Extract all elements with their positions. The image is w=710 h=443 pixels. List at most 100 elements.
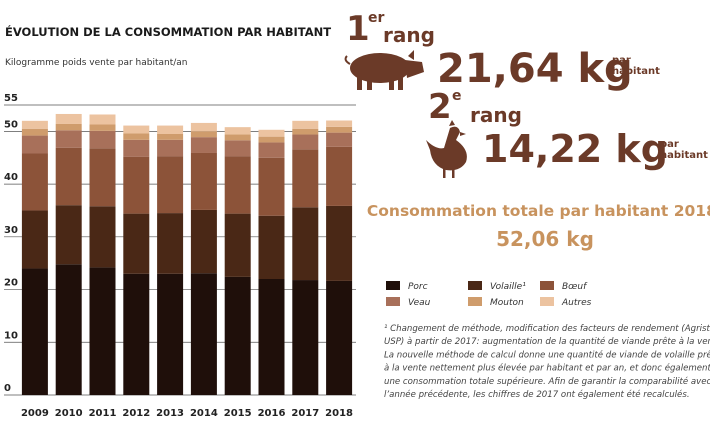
bar-segment bbox=[224, 156, 251, 214]
bar-segment bbox=[326, 146, 353, 206]
y-tick-label: 20 bbox=[4, 278, 18, 289]
x-tick-label: 2016 bbox=[258, 408, 286, 419]
bar-segment bbox=[123, 139, 150, 157]
legend-label: Volaille¹ bbox=[490, 282, 526, 292]
y-tick-label: 40 bbox=[4, 172, 18, 183]
legend-swatch bbox=[468, 281, 482, 290]
x-tick-label: 2017 bbox=[291, 408, 319, 419]
bar-segment bbox=[21, 153, 48, 211]
bar-segment bbox=[224, 213, 251, 277]
footnote-line: l’année précédente, les chiffres de 2017… bbox=[384, 389, 690, 400]
bar-segment bbox=[190, 122, 217, 132]
footnote-line: ¹ Changement de méthode, modification de… bbox=[384, 323, 710, 334]
bar-segment bbox=[21, 120, 48, 129]
rank-word: rang bbox=[383, 23, 435, 47]
bar-segment bbox=[123, 156, 150, 214]
bar-segment bbox=[55, 205, 82, 265]
bar-segment bbox=[292, 207, 319, 281]
bar-segment bbox=[326, 280, 353, 395]
y-tick-label: 0 bbox=[4, 383, 11, 394]
bar-segment bbox=[21, 135, 48, 154]
legend-swatch bbox=[540, 281, 554, 290]
rank-unit: habitant bbox=[660, 150, 708, 161]
x-tick-label: 2010 bbox=[55, 408, 83, 419]
bar-segment bbox=[258, 215, 285, 279]
x-tick-label: 2014 bbox=[190, 408, 218, 419]
bar-segment bbox=[55, 264, 82, 395]
bar-segment bbox=[292, 149, 319, 208]
y-tick-label: 50 bbox=[4, 119, 18, 130]
bar-segment bbox=[326, 205, 353, 281]
footnote-line: une consommation totale supérieure. Afin… bbox=[384, 376, 710, 387]
bar-segment bbox=[157, 134, 184, 140]
bar-segment bbox=[224, 276, 251, 395]
bar-segment bbox=[157, 213, 184, 274]
bar-segment bbox=[89, 130, 116, 149]
legend-label: Mouton bbox=[490, 298, 524, 308]
bar-segment bbox=[258, 142, 285, 158]
bar-segment bbox=[258, 279, 285, 395]
legend-swatch bbox=[386, 281, 400, 290]
rank-unit: par bbox=[660, 139, 679, 150]
rooster-icon bbox=[426, 120, 467, 178]
rank-unit: par bbox=[612, 55, 631, 66]
bar-segment bbox=[292, 128, 319, 135]
footnote-line: à la vente nettement plus élevée par hab… bbox=[384, 363, 710, 374]
bar-segment bbox=[292, 134, 319, 150]
y-tick-label: 55 bbox=[4, 93, 18, 104]
bar-segment bbox=[292, 280, 319, 395]
bar-segment bbox=[89, 267, 116, 395]
legend-swatch bbox=[468, 297, 482, 306]
bar-segment bbox=[21, 210, 48, 269]
bar-segment bbox=[326, 132, 353, 147]
rank-suffix: er bbox=[368, 10, 384, 26]
bar-segment bbox=[292, 120, 319, 129]
bar-segment bbox=[123, 133, 150, 140]
footnote-line: USP) à partir de 2017: augmentation de l… bbox=[384, 336, 710, 347]
rank-suffix: e bbox=[452, 88, 462, 104]
bar-segment bbox=[157, 156, 184, 214]
bar-segment bbox=[258, 136, 285, 143]
chart-title: ÉVOLUTION DE LA CONSOMMATION PAR HABITAN… bbox=[5, 24, 331, 39]
bar-segment bbox=[258, 157, 285, 216]
pig-icon bbox=[344, 50, 424, 90]
bar-segment bbox=[123, 125, 150, 134]
rank-number: 2 bbox=[428, 87, 452, 127]
bar-segment bbox=[123, 273, 150, 395]
x-tick-label: 2011 bbox=[89, 408, 117, 419]
bar-segment bbox=[89, 206, 116, 268]
rank-value: 21,64 kg bbox=[437, 46, 633, 92]
bar-segment bbox=[21, 128, 48, 136]
x-tick-label: 2018 bbox=[325, 408, 353, 419]
total-value: 52,06 kg bbox=[496, 227, 594, 251]
bar-segment bbox=[326, 126, 353, 133]
bar-segment bbox=[21, 268, 48, 395]
bar-segment bbox=[190, 131, 217, 138]
bar-segment bbox=[157, 125, 184, 134]
footnote: ¹ Changement de méthode, modification de… bbox=[384, 323, 710, 400]
x-tick-label: 2012 bbox=[122, 408, 150, 419]
bar-segment bbox=[224, 140, 251, 157]
footnote-line: La nouvelle méthode de calcul donne une … bbox=[384, 349, 710, 360]
legend-label: Porc bbox=[408, 282, 428, 292]
rank-word: rang bbox=[470, 103, 522, 127]
legend-swatch bbox=[386, 297, 400, 306]
x-tick-label: 2009 bbox=[21, 408, 49, 419]
x-tick-label: 2015 bbox=[224, 408, 252, 419]
x-tick-label: 2013 bbox=[156, 408, 184, 419]
bar-segment bbox=[157, 273, 184, 395]
y-tick-label: 10 bbox=[4, 330, 18, 341]
y-tick-label: 30 bbox=[4, 225, 18, 236]
bar-segment bbox=[190, 137, 217, 153]
rank-value: 14,22 kg bbox=[482, 127, 668, 171]
legend-swatch bbox=[540, 297, 554, 306]
legend-label: Veau bbox=[408, 298, 431, 308]
bar-segment bbox=[89, 124, 116, 131]
bar-segment bbox=[190, 152, 217, 210]
bar-segment bbox=[190, 273, 217, 395]
bar-segment bbox=[224, 127, 251, 135]
rank-unit: habitant bbox=[612, 66, 660, 77]
bar-segment bbox=[258, 129, 285, 137]
chart-subtitle: Kilogramme poids vente par habitant/an bbox=[5, 58, 188, 68]
